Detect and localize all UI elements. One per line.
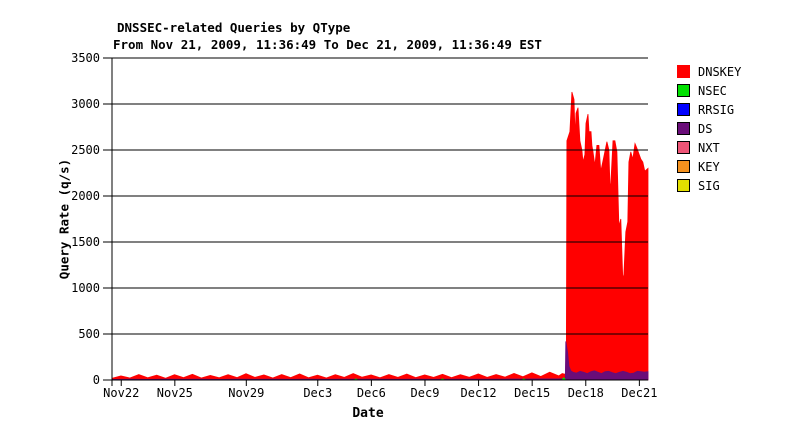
legend-swatch-dnskey xyxy=(677,65,690,78)
chart-title: DNSSEC-related Queries by QType xyxy=(117,20,351,35)
legend-label: SIG xyxy=(698,178,720,193)
legend-label: KEY xyxy=(698,159,720,174)
y-tick-label: 1000 xyxy=(71,281,100,295)
x-axis-title: Date xyxy=(352,406,384,421)
legend-item-ds: DS xyxy=(677,119,741,138)
y-tick-label: 0 xyxy=(93,373,100,387)
legend-label: DNSKEY xyxy=(698,64,742,79)
y-tick-label: 1500 xyxy=(71,235,100,249)
legend-swatch-rrsig xyxy=(677,103,690,116)
x-tick-label: Dec6 xyxy=(357,386,386,400)
y-tick-label: 2500 xyxy=(71,143,100,157)
grid-and-axes xyxy=(103,57,648,386)
legend-label: NSEC xyxy=(698,83,727,98)
x-tick-label: Dec12 xyxy=(461,386,497,400)
chart-subtitle: From Nov 21, 2009, 11:36:49 To Dec 21, 2… xyxy=(113,37,542,52)
legend-label: DS xyxy=(698,121,713,136)
x-tick-label: Dec18 xyxy=(568,386,604,400)
tick-labels: 0 500 1000 1500 2000 2500 3000 3500 Nov22 Nov25 No… xyxy=(71,51,657,400)
legend-item-key: KEY xyxy=(677,157,741,176)
series-area-dnskey xyxy=(111,91,649,381)
x-tick-label: Nov29 xyxy=(228,386,264,400)
legend-item-nxt: NXT xyxy=(677,138,741,157)
series-area-ds xyxy=(111,341,649,381)
x-tick-label: Nov22 xyxy=(103,386,139,400)
x-tick-label: Dec21 xyxy=(621,386,657,400)
y-tick-label: 3500 xyxy=(71,51,100,65)
legend-label: NXT xyxy=(698,140,720,155)
legend-item-dnskey: DNSKEY xyxy=(677,62,741,81)
legend-item-sig: SIG xyxy=(677,176,741,195)
series-areas xyxy=(111,91,649,381)
y-tick-label: 2000 xyxy=(71,189,100,203)
legend: DNSKEY NSEC RRSIG DS NXT KEY SIG xyxy=(677,62,741,195)
legend-swatch-nxt xyxy=(677,141,690,154)
y-tick-label: 500 xyxy=(78,327,100,341)
y-tick-label: 3000 xyxy=(71,97,100,111)
legend-item-nsec: NSEC xyxy=(677,81,741,100)
legend-label: RRSIG xyxy=(698,102,735,117)
x-tick-label: Nov25 xyxy=(157,386,193,400)
legend-swatch-nsec xyxy=(677,84,690,97)
legend-item-rrsig: RRSIG xyxy=(677,100,741,119)
legend-swatch-key xyxy=(677,160,690,173)
legend-swatch-sig xyxy=(677,179,690,192)
x-tick-label: Dec3 xyxy=(303,386,332,400)
x-tick-label: Dec9 xyxy=(411,386,440,400)
x-tick-label: Dec15 xyxy=(514,386,550,400)
legend-swatch-ds xyxy=(677,122,690,135)
